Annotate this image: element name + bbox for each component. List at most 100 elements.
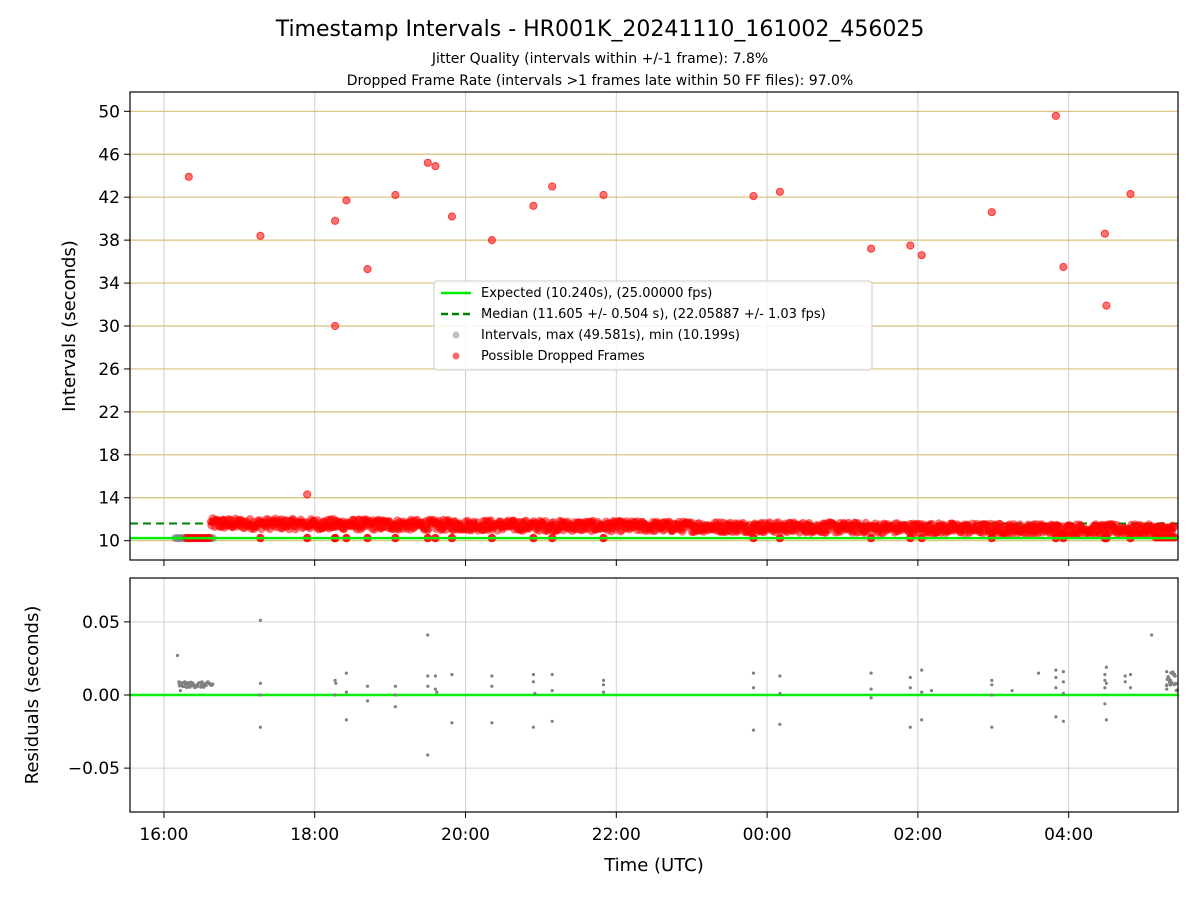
- dropped-frame-point: [599, 190, 608, 200]
- residual-point: [869, 671, 873, 675]
- residual-point: [435, 690, 439, 694]
- intervals-panel: 10 14 18 22 26 30 34 38 42 46 50 Intervals (second…: [59, 91, 1179, 566]
- residual-point: [908, 686, 912, 690]
- residual-point: [393, 693, 397, 697]
- legend-frame: [433, 280, 873, 371]
- dropped-frame-point: [1102, 301, 1111, 310]
- residual-point: [426, 633, 430, 637]
- intervals-y-ticks: 10 14 18 22 26 30 34 38 42 46 50: [98, 102, 130, 552]
- dropped-frame-point: [906, 241, 915, 250]
- intervals-x-ticks: [163, 560, 1070, 566]
- dropped-frame-point: [331, 216, 340, 225]
- residual-point: [177, 680, 181, 684]
- residual-point: [531, 672, 536, 677]
- residual-point: [211, 682, 215, 686]
- dense-band-point: [541, 517, 550, 525]
- residual-point: [990, 725, 994, 729]
- residual-point: [1054, 675, 1058, 680]
- y-tick-label: −0.05: [68, 759, 120, 779]
- x-tick-label: 16:00: [139, 825, 188, 845]
- dropped-frame-point: [184, 172, 193, 181]
- dropped-frame-point: [529, 201, 538, 210]
- dropped-frame-point: [1051, 111, 1061, 120]
- residuals-y-ticks: −0.05 0.00 0.05: [68, 613, 130, 779]
- residual-point: [393, 684, 397, 688]
- residual-point: [426, 674, 430, 678]
- dropped-frame-point: [867, 244, 876, 253]
- y-tick-label: 10: [98, 532, 120, 552]
- residual-point: [258, 693, 262, 697]
- residual-point: [1061, 719, 1065, 723]
- residual-point: [1061, 680, 1065, 684]
- legend-dropped-swatch: [452, 352, 460, 360]
- residual-point: [1103, 672, 1107, 677]
- intervals-dense-band: [206, 514, 1179, 540]
- residual-point: [1103, 686, 1107, 690]
- x-tick-label: 20:00: [441, 825, 490, 845]
- residual-point: [778, 674, 782, 678]
- residual-point: [1165, 670, 1169, 674]
- residual-point: [200, 680, 204, 684]
- residual-point: [531, 725, 536, 729]
- legend-expected-label: Expected (10.240s), (25.00000 fps): [481, 286, 712, 301]
- dropped-frame-point: [749, 192, 758, 201]
- x-tick-label: 04:00: [1044, 825, 1093, 845]
- residuals-x-ticks: 16:00 18:00 20:00 22:00 00:00 02:00 04:00: [139, 812, 1093, 845]
- residual-point: [202, 685, 206, 689]
- y-tick-label: 18: [98, 446, 120, 466]
- residual-point: [908, 725, 912, 729]
- residual-point: [550, 689, 554, 693]
- legend-intervals-swatch: [452, 331, 460, 339]
- dropped-frame-point: [431, 162, 440, 171]
- residual-point: [450, 672, 454, 677]
- residual-point: [920, 668, 924, 672]
- residual-point: [258, 618, 262, 623]
- residual-point: [365, 699, 370, 703]
- residual-point: [1172, 683, 1176, 687]
- intervals-points: [130, 111, 1179, 543]
- residual-point: [1170, 681, 1174, 685]
- residual-point: [204, 684, 208, 688]
- residual-point: [175, 653, 180, 658]
- residual-point: [1104, 718, 1108, 722]
- residual-point: [929, 689, 934, 693]
- residual-point: [1103, 702, 1107, 706]
- residual-point: [333, 678, 337, 683]
- residual-point: [490, 674, 494, 678]
- residual-point: [344, 718, 348, 722]
- residual-point: [990, 683, 994, 687]
- legend-dropped-label: Possible Dropped Frames: [481, 349, 645, 364]
- residual-point: [1010, 689, 1014, 693]
- dropped-frame-point: [423, 158, 432, 167]
- chart-title: Timestamp Intervals - HR001K_20241110_16…: [275, 17, 925, 42]
- dropped-frame-point: [1059, 262, 1068, 272]
- y-tick-label: 0.05: [82, 613, 120, 633]
- residual-point: [550, 672, 554, 677]
- residual-point: [433, 674, 437, 678]
- residual-point: [751, 728, 756, 732]
- y-tick-label: 50: [98, 102, 120, 122]
- residual-point: [1123, 674, 1127, 678]
- residual-point: [258, 681, 262, 685]
- x-tick-label: 02:00: [893, 825, 942, 845]
- residual-point: [426, 753, 430, 757]
- residual-point: [550, 719, 554, 723]
- residual-point: [601, 683, 606, 687]
- residual-point: [778, 691, 782, 696]
- residual-point: [920, 690, 924, 694]
- residual-point: [1168, 678, 1173, 683]
- residual-point: [869, 687, 873, 691]
- residual-point: [334, 681, 338, 685]
- y-tick-label: 22: [98, 403, 120, 423]
- residual-point: [908, 675, 912, 680]
- dropped-frame-point: [1100, 229, 1110, 238]
- residual-point: [1103, 678, 1107, 683]
- residual-point: [751, 686, 756, 690]
- dropped-frame-point: [342, 196, 351, 205]
- y-tick-label: 26: [98, 360, 120, 380]
- residual-point: [426, 684, 430, 688]
- residual-point: [1054, 686, 1058, 690]
- dense-band-point: [1170, 523, 1179, 531]
- residual-point: [433, 687, 437, 691]
